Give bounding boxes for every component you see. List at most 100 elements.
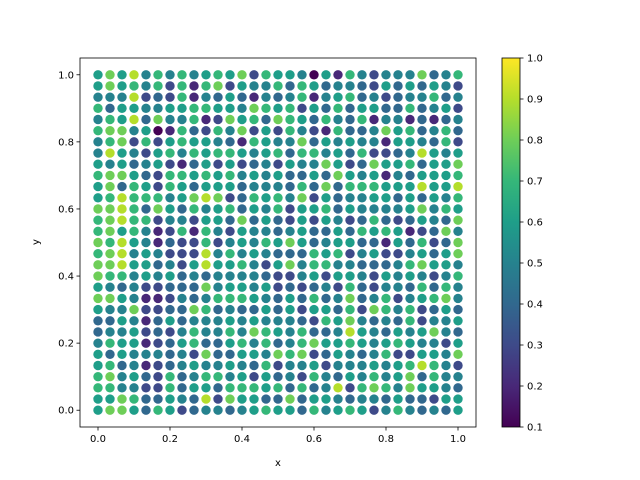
scatter-point — [93, 260, 103, 270]
scatter-point — [429, 148, 439, 158]
scatter-point — [225, 92, 235, 102]
scatter-points — [93, 70, 463, 415]
scatter-point — [381, 226, 391, 237]
scatter-point — [201, 293, 211, 304]
scatter-point — [153, 159, 163, 169]
scatter-point — [213, 193, 223, 203]
scatter-point — [357, 148, 367, 158]
scatter-point — [453, 159, 463, 169]
scatter-point — [429, 204, 439, 214]
scatter-point — [309, 81, 319, 91]
scatter-point — [453, 338, 463, 348]
scatter-point — [297, 103, 307, 114]
scatter-point — [381, 70, 391, 80]
scatter-point — [357, 383, 367, 393]
scatter-point — [177, 92, 187, 102]
x-tick-label: 0.6 — [306, 434, 322, 445]
scatter-point — [201, 193, 211, 203]
scatter-point — [165, 260, 175, 270]
scatter-point — [189, 125, 199, 136]
scatter-point — [225, 193, 235, 203]
scatter-point — [393, 405, 403, 415]
scatter-point — [129, 282, 139, 292]
scatter-point — [225, 394, 235, 404]
scatter-point — [453, 248, 463, 259]
scatter-point — [417, 349, 427, 360]
scatter-point — [417, 304, 427, 315]
scatter-point — [369, 137, 379, 147]
scatter-point — [345, 371, 355, 382]
scatter-point — [429, 193, 439, 203]
scatter-point — [189, 193, 199, 203]
scatter-point — [117, 316, 127, 326]
scatter-point — [393, 148, 403, 158]
scatter-point — [393, 92, 403, 102]
scatter-point — [297, 360, 307, 371]
scatter-point — [201, 103, 211, 114]
scatter-point — [141, 70, 151, 80]
scatter-point — [117, 271, 127, 281]
scatter-point — [237, 360, 247, 371]
scatter-point — [93, 394, 103, 404]
scatter-point — [105, 92, 115, 102]
scatter-point — [177, 103, 187, 114]
scatter-point — [117, 170, 127, 181]
scatter-point — [165, 159, 175, 169]
scatter-point — [273, 304, 283, 315]
scatter-point — [285, 215, 295, 225]
scatter-point — [189, 114, 199, 125]
scatter-point — [141, 137, 151, 147]
scatter-point — [333, 394, 343, 404]
scatter-point — [405, 293, 415, 304]
scatter-point — [237, 70, 247, 80]
scatter-point — [225, 148, 235, 158]
scatter-point — [177, 371, 187, 382]
scatter-point — [405, 316, 415, 326]
scatter-point — [141, 204, 151, 214]
scatter-point — [117, 371, 127, 382]
y-axis-label: y — [31, 239, 42, 245]
scatter-point — [285, 349, 295, 360]
scatter-point — [189, 338, 199, 348]
scatter-point — [213, 383, 223, 393]
scatter-point — [321, 383, 331, 393]
scatter-point — [237, 181, 247, 192]
scatter-point — [369, 103, 379, 114]
scatter-point — [417, 271, 427, 281]
scatter-point — [369, 215, 379, 225]
scatter-point — [369, 349, 379, 360]
scatter-point — [141, 215, 151, 225]
scatter-point — [201, 237, 211, 248]
scatter-point — [381, 316, 391, 326]
scatter-point — [369, 204, 379, 214]
scatter-point — [189, 327, 199, 337]
scatter-point — [417, 360, 427, 371]
scatter-point — [141, 349, 151, 360]
scatter-point — [153, 383, 163, 393]
scatter-point — [105, 405, 115, 415]
scatter-point — [237, 159, 247, 169]
scatter-point — [369, 271, 379, 281]
scatter-point — [261, 159, 271, 169]
scatter-point — [177, 237, 187, 248]
scatter-point — [285, 405, 295, 415]
scatter-point — [405, 170, 415, 181]
scatter-point — [261, 304, 271, 315]
scatter-point — [93, 371, 103, 382]
scatter-point — [345, 181, 355, 192]
scatter-point — [117, 327, 127, 337]
scatter-point — [441, 92, 451, 102]
scatter-point — [321, 293, 331, 304]
scatter-point — [393, 81, 403, 91]
scatter-point — [429, 226, 439, 237]
scatter-point — [429, 260, 439, 270]
scatter-point — [441, 371, 451, 382]
scatter-point — [441, 383, 451, 393]
scatter-point — [225, 383, 235, 393]
scatter-point — [117, 349, 127, 360]
scatter-point — [453, 383, 463, 393]
scatter-point — [321, 204, 331, 214]
scatter-point — [225, 125, 235, 136]
scatter-point — [213, 304, 223, 315]
scatter-point — [237, 92, 247, 102]
